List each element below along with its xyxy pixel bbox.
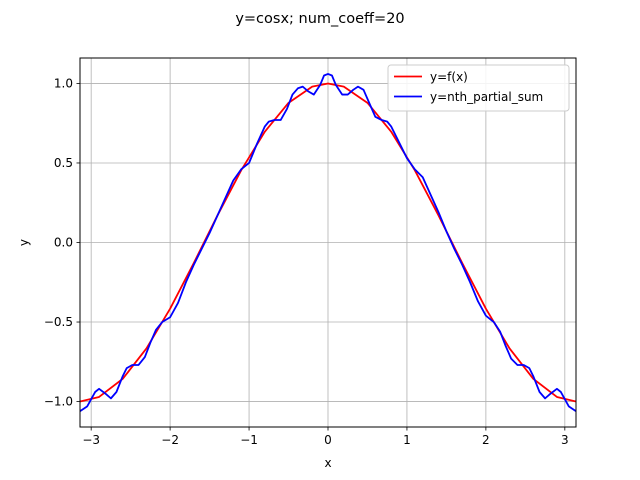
x-axis-label: x [324, 456, 331, 470]
y-tick-label: −1.0 [44, 395, 73, 409]
chart-title: y=cosx; num_coeff=20 [235, 11, 404, 27]
ticks: −3 −2 −1 0 1 2 3 −1.0 −0.5 0.0 0.5 1.0 [44, 76, 569, 447]
y-tick-label: 0.0 [54, 236, 73, 250]
legend: y=f(x) y=nth_partial_sum [387, 64, 570, 112]
x-tick-label: −3 [82, 433, 100, 447]
series-line-1 [80, 73, 576, 412]
legend-label: y=f(x) [430, 70, 468, 84]
series-layer [80, 73, 576, 412]
x-tick-label: −1 [240, 433, 258, 447]
x-tick-label: 1 [403, 433, 411, 447]
y-tick-label: 0.5 [54, 156, 73, 170]
y-tick-label: 1.0 [54, 76, 73, 90]
y-axis-label: y [17, 239, 31, 246]
legend-label: y=nth_partial_sum [430, 90, 543, 104]
y-tick-label: −0.5 [44, 315, 73, 329]
x-tick-label: 3 [561, 433, 569, 447]
x-tick-label: −2 [161, 433, 179, 447]
legend-box [387, 64, 570, 112]
x-tick-label: 0 [324, 433, 332, 447]
x-tick-label: 2 [482, 433, 490, 447]
